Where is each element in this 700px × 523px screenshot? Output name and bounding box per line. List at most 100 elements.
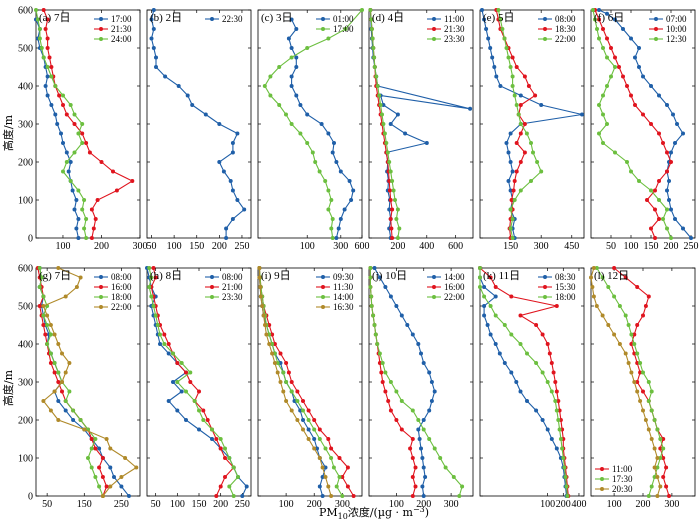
data-point (652, 465, 657, 470)
data-point (508, 160, 513, 164)
data-point (163, 74, 168, 79)
data-point (230, 217, 235, 221)
data-point (645, 198, 649, 202)
data-point (45, 46, 50, 50)
data-point (388, 408, 393, 413)
data-point (540, 332, 545, 337)
series-0700 (597, 8, 693, 240)
data-point (372, 323, 377, 327)
data-point (305, 112, 310, 117)
data-point (72, 207, 77, 212)
data-point (545, 342, 550, 346)
x-tick-label: 250 (235, 499, 250, 510)
data-point (638, 399, 643, 403)
data-point (597, 17, 601, 22)
data-point (410, 408, 415, 413)
data-point (67, 361, 72, 365)
data-point (162, 332, 167, 337)
data-point (669, 160, 673, 164)
legend-marker (99, 285, 103, 289)
panel-title: (i) 9日 (261, 270, 291, 282)
data-point (655, 465, 660, 470)
data-point (419, 446, 423, 451)
data-point (298, 408, 303, 413)
data-point (45, 313, 50, 318)
data-point (621, 74, 625, 79)
data-point (326, 484, 331, 489)
data-point (613, 150, 617, 155)
data-point (390, 179, 395, 183)
data-point (416, 427, 421, 432)
legend-marker (99, 17, 103, 21)
data-point (641, 313, 645, 318)
data-point (522, 122, 527, 126)
data-point (320, 465, 325, 470)
data-point (347, 179, 352, 183)
data-point (601, 27, 605, 31)
data-point (192, 399, 197, 403)
data-point (605, 84, 609, 88)
data-point (617, 65, 621, 69)
data-point (609, 46, 613, 50)
data-point (104, 437, 109, 441)
x-tick-label: 100 (167, 241, 182, 252)
data-point (184, 418, 188, 422)
x-tick-label: 600 (448, 241, 463, 252)
data-point (482, 294, 487, 299)
data-point (504, 46, 509, 50)
data-point (153, 313, 158, 318)
data-point (394, 418, 399, 422)
data-point (218, 437, 223, 441)
data-point (646, 380, 651, 384)
data-point (342, 207, 347, 212)
data-point (205, 418, 210, 422)
data-point (514, 169, 519, 174)
data-point (556, 399, 561, 403)
y-axis-label: 高度/m (1, 369, 15, 406)
legend-marker (543, 295, 547, 299)
x-tick-label: 300 (534, 241, 549, 252)
x-tick-label: 150 (192, 499, 207, 510)
data-point (338, 217, 343, 221)
data-point (71, 408, 76, 413)
data-point (429, 380, 434, 384)
data-point (514, 103, 519, 107)
series-1700 (262, 8, 364, 240)
data-point (601, 141, 605, 145)
data-point (641, 389, 645, 394)
data-point (394, 304, 399, 308)
data-point (493, 294, 498, 299)
data-point (399, 427, 404, 432)
data-point (371, 46, 376, 50)
data-point (91, 226, 96, 231)
data-point (295, 418, 300, 422)
y-tick-label: 0 (28, 492, 33, 503)
data-point (649, 437, 654, 441)
data-point (502, 361, 507, 365)
data-point (554, 304, 559, 308)
data-point (658, 446, 663, 451)
data-point (284, 361, 289, 365)
data-point (231, 465, 236, 470)
data-point (387, 207, 392, 212)
data-point (635, 389, 640, 394)
data-point (388, 122, 393, 126)
data-point (82, 226, 87, 231)
data-point (368, 275, 373, 280)
data-point (509, 332, 514, 337)
data-point (646, 494, 651, 498)
x-tick-label: 200 (664, 241, 679, 252)
data-point (190, 103, 195, 107)
data-point (203, 112, 208, 117)
data-point (502, 36, 507, 41)
data-point (497, 351, 502, 356)
data-point (278, 361, 283, 365)
data-point (509, 370, 514, 375)
data-point (323, 446, 328, 451)
legend-label: 17:00 (111, 14, 132, 24)
data-point (438, 456, 443, 460)
x-tick-label: 100 (607, 499, 622, 510)
data-point (305, 141, 310, 145)
data-point (606, 323, 611, 327)
